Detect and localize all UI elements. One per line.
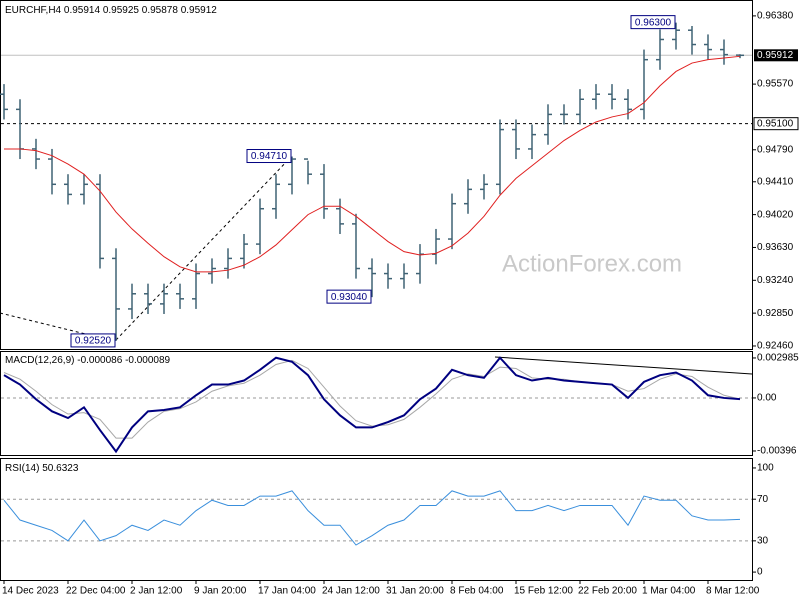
y-tick-label: 0 — [757, 567, 763, 578]
x-tick-label: 1 Mar 04:00 — [642, 586, 696, 597]
level-label-box — [753, 117, 799, 131]
y-tick-label: 0.96380 — [757, 11, 794, 22]
annotation-label: 0.96300 — [635, 17, 672, 28]
current-price-label: 0.95912 — [757, 50, 794, 61]
y-tick-label: 0.92850 — [757, 308, 794, 319]
watermark: ActionForex.com — [502, 250, 682, 277]
y-tick-label: 0.94020 — [757, 209, 794, 220]
y-tick-label: 0.002985 — [757, 353, 799, 364]
series-line — [3, 490, 741, 546]
annotation-box — [630, 15, 676, 30]
price-header: EURCHF,H4 0.95914 0.95925 0.95878 0.9591… — [5, 5, 217, 16]
rsi-header: RSI(14) 50.6323 — [5, 463, 79, 474]
y-tick-label: -0.00396 — [757, 446, 797, 457]
x-tick-label: 2 Jan 12:00 — [130, 586, 183, 597]
x-tick-label: 15 Feb 12:00 — [514, 586, 573, 597]
x-tick-label: 14 Dec 2023 — [2, 586, 59, 597]
price-panel — [0, 0, 753, 350]
annotation-label: 0.92520 — [75, 336, 112, 347]
trend-line — [0, 312, 111, 341]
series-line — [4, 55, 741, 273]
level-label: 0.95100 — [757, 118, 794, 129]
y-tick-label: 0.92460 — [757, 341, 794, 352]
annotation-box — [326, 289, 372, 304]
y-tick-label: 100 — [757, 463, 774, 474]
y-tick-label: 70 — [757, 494, 769, 505]
macd-panel — [0, 351, 753, 456]
y-tick-label: 0.93240 — [757, 275, 794, 286]
annotation-box — [70, 333, 116, 348]
y-tick-label: 0.94410 — [757, 176, 794, 187]
y-tick-label: 0.00 — [757, 393, 777, 404]
current-price-box — [754, 49, 798, 62]
x-tick-label: 17 Jan 04:00 — [258, 586, 316, 597]
series-line — [3, 356, 741, 454]
macd-trend-line — [494, 356, 753, 375]
x-tick-label: 22 Feb 20:00 — [578, 586, 637, 597]
x-tick-label: 8 Mar 12:00 — [706, 586, 760, 597]
macd-header: MACD(12,26,9) -0.000086 -0.000089 — [5, 355, 171, 366]
series-line — [3, 359, 741, 439]
y-tick-label: 0.95570 — [757, 79, 794, 90]
x-tick-label: 24 Jan 12:00 — [322, 586, 380, 597]
x-tick-label: 9 Jan 20:00 — [194, 586, 247, 597]
y-tick-label: 30 — [757, 535, 769, 546]
x-tick-label: 31 Jan 20:00 — [386, 586, 444, 597]
y-tick-label: 0.94790 — [757, 144, 794, 155]
x-tick-label: 22 Dec 04:00 — [66, 586, 126, 597]
annotation-box — [246, 149, 292, 164]
annotation-label: 0.94710 — [251, 151, 288, 162]
rsi-panel — [0, 458, 753, 581]
x-tick-label: 8 Feb 04:00 — [450, 586, 504, 597]
y-tick-label: 0.93630 — [757, 242, 794, 253]
annotation-label: 0.93040 — [331, 292, 368, 303]
